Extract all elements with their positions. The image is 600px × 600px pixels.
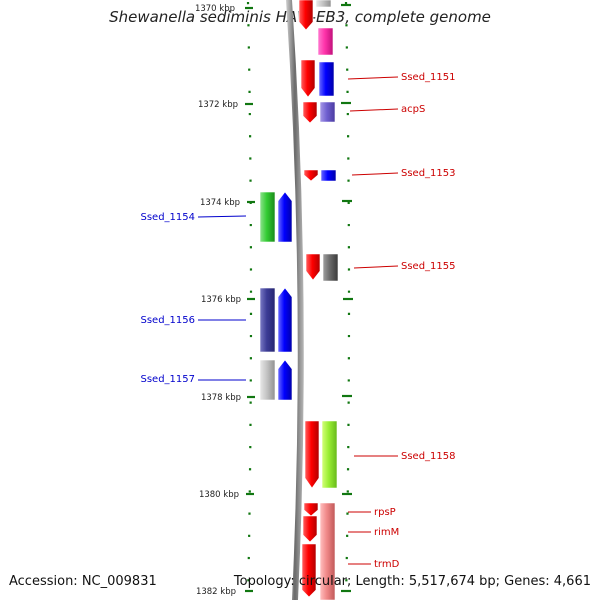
kbp-label: 1378 kbp bbox=[201, 393, 241, 403]
gene-label[interactable]: Ssed_1158 bbox=[401, 451, 456, 462]
leader-lines bbox=[197, 76, 399, 565]
gene-arrow[interactable] bbox=[300, 59, 316, 98]
feature-block[interactable] bbox=[318, 61, 335, 97]
gene-arrow[interactable] bbox=[303, 502, 319, 517]
topology-label: Topology: circular; Length: 5,517,674 bp… bbox=[233, 574, 591, 589]
kbp-label: 1374 kbp bbox=[200, 198, 240, 208]
gene-label[interactable]: acpS bbox=[401, 104, 425, 115]
gene-block[interactable] bbox=[259, 359, 276, 401]
feature-block[interactable] bbox=[315, 0, 332, 8]
feature-block[interactable] bbox=[319, 101, 336, 123]
kbp-label: 1380 kbp bbox=[199, 490, 239, 500]
gene-block[interactable] bbox=[259, 287, 276, 353]
gene-label[interactable]: Ssed_1153 bbox=[401, 168, 456, 179]
feature-block[interactable] bbox=[320, 169, 337, 182]
feature-block[interactable] bbox=[319, 502, 336, 600]
gene-arrow[interactable] bbox=[277, 359, 293, 401]
gene-arrow[interactable] bbox=[277, 287, 293, 353]
feature-blocks bbox=[315, 0, 339, 600]
gene-arrow[interactable] bbox=[277, 191, 293, 243]
gene-arrow[interactable] bbox=[303, 169, 319, 182]
gene-label[interactable]: rimM bbox=[374, 527, 399, 538]
gene-label[interactable]: Ssed_1156 bbox=[140, 315, 195, 326]
gene-label[interactable]: Ssed_1157 bbox=[140, 374, 195, 385]
feature-block[interactable] bbox=[322, 253, 339, 282]
reverse-strand-genes bbox=[259, 191, 293, 401]
gene-arrow[interactable] bbox=[302, 515, 318, 543]
gene-label[interactable]: rpsP bbox=[374, 507, 396, 518]
gene-label[interactable]: Ssed_1155 bbox=[401, 261, 456, 272]
genome-backbone bbox=[286, 0, 304, 600]
kbp-label: 1370 kbp bbox=[195, 4, 235, 14]
gene-block[interactable] bbox=[259, 191, 276, 243]
tick-marks bbox=[245, 1, 353, 600]
gene-arrow[interactable] bbox=[304, 420, 320, 489]
gene-arrow[interactable] bbox=[302, 101, 318, 124]
kbp-label: 1372 kbp bbox=[198, 100, 238, 110]
kbp-axis: 1370 kbp 1372 kbp 1374 kbp 1376 kbp 1378… bbox=[195, 4, 241, 597]
gene-arrow[interactable] bbox=[298, 0, 314, 31]
kbp-label: 1382 kbp bbox=[196, 587, 236, 597]
feature-block[interactable] bbox=[321, 420, 338, 489]
kbp-label: 1376 kbp bbox=[201, 295, 241, 305]
gene-label[interactable]: trmD bbox=[374, 559, 400, 570]
gene-arrow[interactable] bbox=[305, 253, 321, 281]
gene-label[interactable]: Ssed_1154 bbox=[140, 212, 195, 223]
gene-labels: Ssed_1151 acpS Ssed_1153 Ssed_1154 Ssed_… bbox=[140, 72, 455, 570]
feature-block[interactable] bbox=[317, 27, 334, 56]
forward-strand-genes bbox=[298, 0, 321, 598]
gene-label[interactable]: Ssed_1151 bbox=[401, 72, 456, 83]
accession-label: Accession: NC_009831 bbox=[9, 574, 157, 589]
gene-arrow[interactable] bbox=[301, 543, 317, 598]
